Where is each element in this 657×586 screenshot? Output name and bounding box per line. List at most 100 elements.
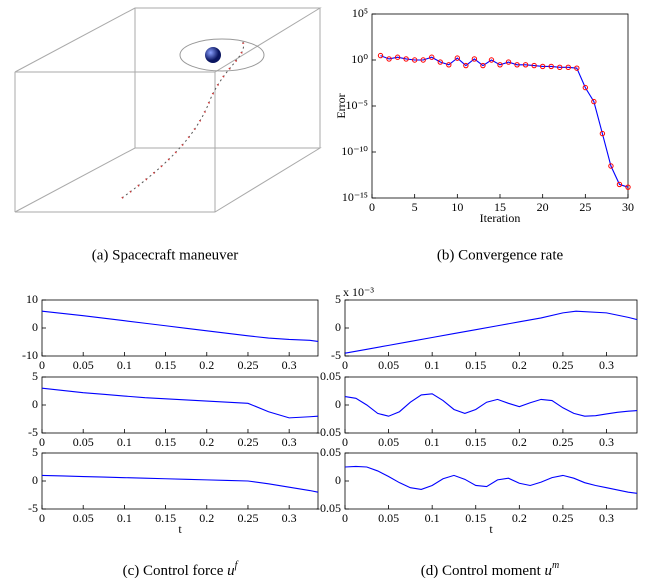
- y-tick-label: 0: [32, 473, 38, 487]
- caption-symbol: u: [545, 563, 553, 579]
- data-point: [394, 54, 401, 60]
- x-tick-label: 0.3: [282, 358, 297, 372]
- x-tick-label: 0.2: [199, 358, 214, 372]
- x-tick-label: 0: [39, 435, 45, 449]
- y-tick-label: 10: [26, 292, 38, 306]
- y-tick-label: -5: [331, 348, 341, 362]
- data-point: [591, 98, 597, 105]
- x-tick-label: 0.15: [155, 511, 176, 525]
- x-tick-label: 0.15: [155, 435, 176, 449]
- y-tick-label: -5: [28, 501, 38, 515]
- axes-frame: [41, 452, 319, 510]
- x-tick-label: 0.1: [117, 511, 132, 525]
- data-line: [344, 465, 638, 494]
- spacecraft: [205, 47, 221, 63]
- x-tick-label: 0.1: [425, 511, 440, 525]
- data-point: [557, 64, 563, 71]
- caption: (b) Convergence rate: [437, 247, 564, 263]
- data-point: [420, 57, 426, 63]
- x-tick-label: 0: [342, 435, 348, 449]
- x-tick-label: 0.05: [73, 511, 94, 525]
- x-tick-label: 0: [342, 358, 348, 372]
- y-tick-label: -10: [22, 348, 38, 362]
- x-tick-label: 0.25: [237, 511, 258, 525]
- x-tick-label: 0.05: [378, 358, 399, 372]
- data-point: [531, 62, 537, 69]
- x-tick-label: 0.15: [465, 358, 486, 372]
- data-point: [446, 62, 452, 68]
- data-point: [386, 56, 392, 62]
- data-point: [471, 56, 478, 62]
- data-point: [522, 62, 529, 68]
- caption: (d) Control moment um: [421, 560, 559, 579]
- x-tick-label: 0.05: [73, 435, 94, 449]
- spacecraft-scene: [14, 7, 322, 213]
- axes-frame: [41, 376, 319, 434]
- x-tick-label: 0.2: [199, 435, 214, 449]
- x-tick-label: 0.05: [73, 358, 94, 372]
- x-tick-label: 15: [494, 200, 506, 214]
- x-tick-label: 0.25: [552, 435, 573, 449]
- x-tick-label: 5: [412, 200, 418, 214]
- x-tick-label: 0.3: [599, 511, 614, 525]
- axis-scale-label: x 10⁻³: [343, 285, 374, 299]
- x-tick-label: 30: [622, 200, 634, 214]
- x-axis-label: t: [178, 522, 182, 536]
- axes-frame: [371, 13, 629, 199]
- y-tick-label: 10⁵: [352, 6, 368, 20]
- x-tick-label: 0.1: [425, 435, 440, 449]
- y-tick-label: 10⁻⁵: [345, 98, 368, 112]
- y-tick-label: 0: [32, 320, 38, 334]
- data-line: [41, 474, 319, 493]
- data-point: [480, 62, 486, 69]
- data-line: [344, 393, 638, 417]
- x-tick-label: 10: [451, 200, 463, 214]
- data-point: [437, 59, 443, 65]
- data-point: [574, 65, 580, 71]
- data-point: [454, 55, 461, 61]
- x-tick-label: 25: [579, 200, 591, 214]
- x-tick-label: 0: [39, 511, 45, 525]
- y-tick-label: 5: [32, 445, 38, 459]
- axes-frame: [344, 299, 638, 357]
- y-tick-label: 0.05: [320, 369, 341, 383]
- y-tick-label: 0: [335, 473, 341, 487]
- y-axis-label: Error: [334, 93, 348, 118]
- data-line: [380, 55, 629, 188]
- x-tick-label: 0.15: [465, 511, 486, 525]
- trajectory: [121, 39, 244, 199]
- data-point: [548, 63, 554, 70]
- x-tick-label: 0.15: [155, 358, 176, 372]
- x-tick-label: 0.1: [117, 358, 132, 372]
- x-axis-label: t: [489, 522, 493, 536]
- data-point: [582, 84, 589, 91]
- caption-symbol: u: [227, 563, 235, 579]
- y-tick-label: 5: [335, 292, 341, 306]
- caption-text: (c) Control force: [123, 563, 224, 579]
- axes-frame: [344, 452, 638, 510]
- x-tick-label: 0.05: [378, 435, 399, 449]
- x-tick-label: 0.2: [199, 511, 214, 525]
- data-point: [429, 54, 435, 60]
- x-tick-label: 20: [537, 200, 549, 214]
- caption: (c) Control force uf: [123, 560, 239, 579]
- x-tick-label: 0.25: [237, 435, 258, 449]
- data-point: [625, 184, 631, 190]
- data-point: [403, 56, 409, 62]
- x-tick-label: 0: [369, 200, 375, 214]
- y-tick-label: 0: [335, 397, 341, 411]
- data-point: [463, 62, 469, 69]
- x-tick-label: 0.2: [512, 435, 527, 449]
- y-tick-label: -0.05: [316, 425, 341, 439]
- x-axis-label: Iteration: [480, 211, 521, 225]
- y-tick-label: -5: [28, 425, 38, 439]
- x-tick-label: 0.3: [282, 435, 297, 449]
- x-tick-label: 0.1: [425, 358, 440, 372]
- caption-text: (d) Control moment: [421, 563, 542, 579]
- data-line: [41, 387, 319, 419]
- caption: (a) Spacecraft maneuver: [92, 247, 239, 263]
- x-tick-label: 0.25: [552, 358, 573, 372]
- box-top: [14, 7, 322, 73]
- x-tick-label: 0.3: [282, 511, 297, 525]
